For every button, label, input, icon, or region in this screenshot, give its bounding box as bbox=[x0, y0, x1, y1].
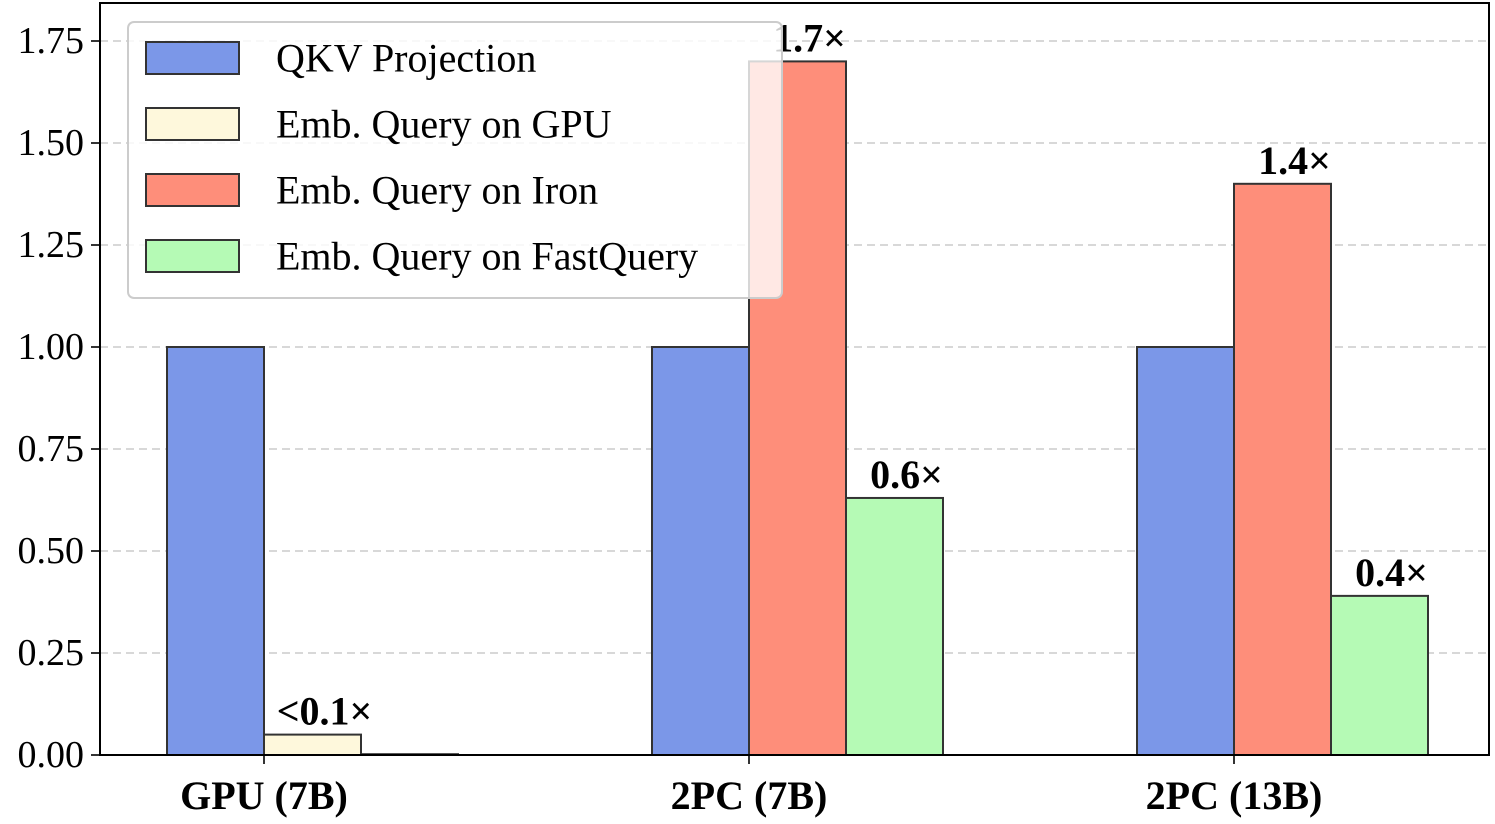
legend-swatch bbox=[145, 107, 240, 141]
bar-qkv-projection-2 bbox=[1136, 346, 1235, 756]
y-tick-label: 0.00 bbox=[18, 734, 85, 776]
data-label: 0.4× bbox=[1355, 550, 1428, 595]
legend-label: QKV Projection bbox=[276, 36, 536, 81]
legend-label: Emb. Query on GPU bbox=[276, 102, 612, 147]
bar-qkv-projection-0 bbox=[166, 346, 265, 756]
legend-swatch bbox=[145, 239, 240, 273]
data-label: 0.6× bbox=[870, 452, 943, 497]
legend-label: Emb. Query on Iron bbox=[276, 168, 598, 213]
y-tick-label: 1.00 bbox=[18, 326, 85, 368]
data-label: 1.4× bbox=[1258, 138, 1331, 183]
legend: QKV Projection Emb. Query on GPU Emb. Quer… bbox=[127, 21, 783, 299]
data-labels: <0.1× 1.7× 0.6× 1.4× 0.4× bbox=[277, 15, 1428, 733]
bar-qkv-projection-1 bbox=[651, 346, 750, 756]
legend-label: Emb. Query on FastQuery bbox=[276, 234, 698, 279]
legend-swatch bbox=[145, 173, 240, 207]
y-tick-label: 0.25 bbox=[18, 632, 85, 674]
y-tick-label: 0.75 bbox=[18, 428, 85, 470]
bar-emb-query-on-fastquery-1 bbox=[845, 496, 944, 756]
bar-emb-query-on-fastquery-2 bbox=[1330, 594, 1429, 756]
data-label: <0.1× bbox=[277, 689, 373, 734]
legend-box bbox=[127, 21, 783, 299]
y-tick-label: 0.50 bbox=[18, 530, 85, 572]
y-tick-label: 1.25 bbox=[18, 224, 85, 266]
plot-frame bbox=[99, 2, 1490, 756]
y-tick-label: 1.50 bbox=[18, 122, 85, 164]
x-tick-label: GPU (7B) bbox=[180, 773, 348, 818]
data-label: 1.7× bbox=[773, 15, 846, 60]
legend-swatch bbox=[145, 41, 240, 75]
axes: 0.00 0.25 0.50 0.75 1.00 1.25 1.50 1.75 GPU (7B)… bbox=[18, 2, 1490, 818]
y-tick-label: 1.75 bbox=[18, 20, 85, 62]
x-tick-label: 2PC (13B) bbox=[1146, 773, 1323, 818]
bar-emb-query-on-gpu-0 bbox=[263, 733, 362, 756]
x-tick-label: 2PC (7B) bbox=[671, 773, 828, 818]
bar-emb-query-on-iron-2 bbox=[1233, 182, 1332, 757]
